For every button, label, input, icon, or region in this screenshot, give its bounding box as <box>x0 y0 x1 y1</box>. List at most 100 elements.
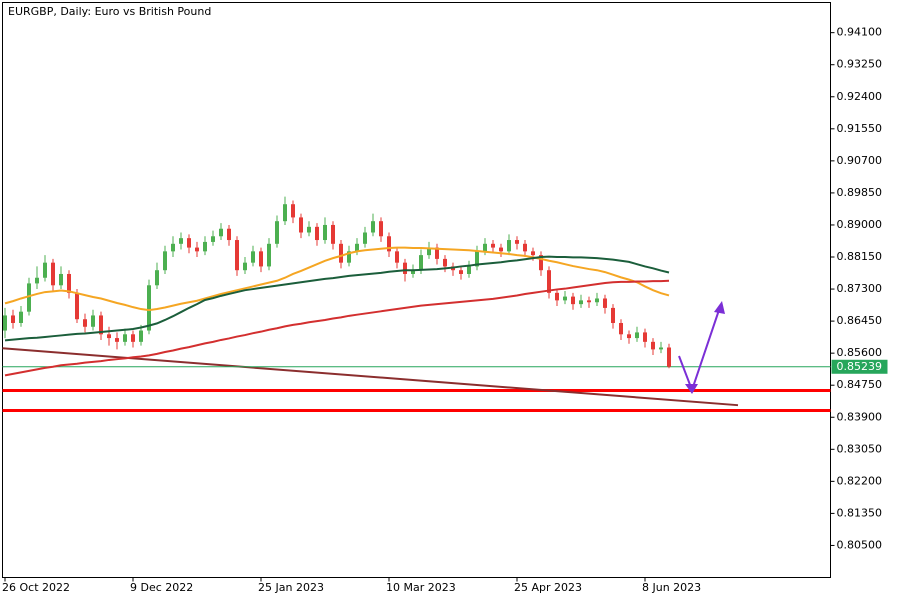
candle-body <box>123 334 127 342</box>
candle-body <box>443 258 447 267</box>
candle-body <box>163 251 167 271</box>
x-tick-label: 26 Oct 2022 <box>2 581 70 594</box>
candle-body <box>323 224 327 241</box>
x-tick-label: 25 Apr 2023 <box>514 581 582 594</box>
candle-body <box>139 330 143 342</box>
candle-body <box>331 224 335 244</box>
candle-body <box>275 221 279 244</box>
candle-body <box>595 298 599 303</box>
candle-body <box>339 243 343 263</box>
y-tick-label: 0.80500 <box>837 538 883 551</box>
candle-body <box>419 255 423 271</box>
x-tick-label: 9 Dec 2022 <box>130 581 193 594</box>
candle-body <box>651 341 655 350</box>
candle-body <box>155 270 159 286</box>
candle-body <box>11 315 15 323</box>
candle-body <box>427 247 431 256</box>
y-tick-label: 0.85600 <box>837 346 883 359</box>
candle-body <box>267 243 271 267</box>
arrow-path <box>678 306 721 393</box>
x-tick-label: 10 Mar 2023 <box>386 581 456 594</box>
candle-body <box>83 319 87 327</box>
candle-body <box>635 332 639 339</box>
candle-body <box>211 236 215 242</box>
moving-average <box>4 279 670 377</box>
y-tick-label: 0.84750 <box>837 378 883 391</box>
candle-body <box>667 347 671 367</box>
forecast-arrow <box>678 301 725 394</box>
candle-body <box>27 283 31 312</box>
candle-body <box>187 238 191 248</box>
price-label-box <box>831 359 888 374</box>
trendline <box>2 347 739 407</box>
candle-body <box>459 270 463 274</box>
plot-frame <box>2 2 831 578</box>
candle-body <box>475 251 479 267</box>
price-label: 0.85239 <box>837 360 883 373</box>
candle-body <box>131 334 135 342</box>
y-tick-label: 0.87300 <box>837 282 883 295</box>
candle-body <box>259 251 263 267</box>
candle-body <box>315 226 319 241</box>
candle-body <box>435 247 439 259</box>
candle-body <box>195 247 199 252</box>
candle-body <box>379 221 383 237</box>
candle-body <box>507 240 511 252</box>
candle-body <box>243 262 247 271</box>
candle-body <box>355 243 359 252</box>
y-tick-label: 0.89000 <box>837 218 883 231</box>
y-tick-label: 0.91550 <box>837 122 883 135</box>
y-tick-label: 0.90700 <box>837 154 883 167</box>
candle-body <box>307 226 311 233</box>
y-tick-label: 0.83900 <box>837 410 883 423</box>
x-tick-label: 8 Jun 2023 <box>642 581 701 594</box>
y-tick-label: 0.81350 <box>837 506 883 519</box>
candle-body <box>299 217 303 233</box>
candle-body <box>251 251 255 263</box>
candle-body <box>363 232 367 244</box>
y-tick-label: 0.92400 <box>837 90 883 103</box>
candle-body <box>611 307 615 323</box>
candle-body <box>171 243 175 252</box>
candle-body <box>43 262 47 278</box>
y-tick-label: 0.83050 <box>837 442 883 455</box>
candle-body <box>291 204 295 218</box>
candle-body <box>51 262 55 286</box>
candle-body <box>499 247 503 252</box>
candle-body <box>515 240 519 244</box>
candle-body <box>659 347 663 350</box>
candle-body <box>643 332 647 342</box>
candle-body <box>227 228 231 241</box>
candle-body <box>539 255 543 271</box>
candle-body <box>571 296 575 305</box>
candle-body <box>371 221 375 233</box>
candle-body <box>3 315 7 331</box>
candle-body <box>147 285 151 331</box>
candle-body <box>283 204 287 222</box>
y-tick-label: 0.82200 <box>837 474 883 487</box>
moving-average <box>4 246 670 312</box>
candle-body <box>99 315 103 335</box>
candle-body <box>387 236 391 252</box>
moving-average <box>4 255 670 342</box>
candle-body <box>523 243 527 252</box>
y-tick-label: 0.89850 <box>837 186 883 199</box>
candle-body <box>627 334 631 339</box>
candle-body <box>91 315 95 327</box>
candle-body <box>603 298 607 308</box>
candle-body <box>235 240 239 271</box>
y-tick-label: 0.88150 <box>837 250 883 263</box>
candle-body <box>67 273 71 293</box>
candle-body <box>179 238 183 244</box>
candle-body <box>555 292 559 301</box>
y-tick-label: 0.86450 <box>837 314 883 327</box>
candle-body <box>483 243 487 252</box>
candle-body <box>619 322 623 335</box>
candle-body <box>467 266 471 274</box>
candle-body <box>587 300 591 303</box>
candle-body <box>395 251 399 263</box>
arrow-head <box>685 384 698 394</box>
candle-body <box>19 311 23 323</box>
chart-layer <box>2 196 831 412</box>
